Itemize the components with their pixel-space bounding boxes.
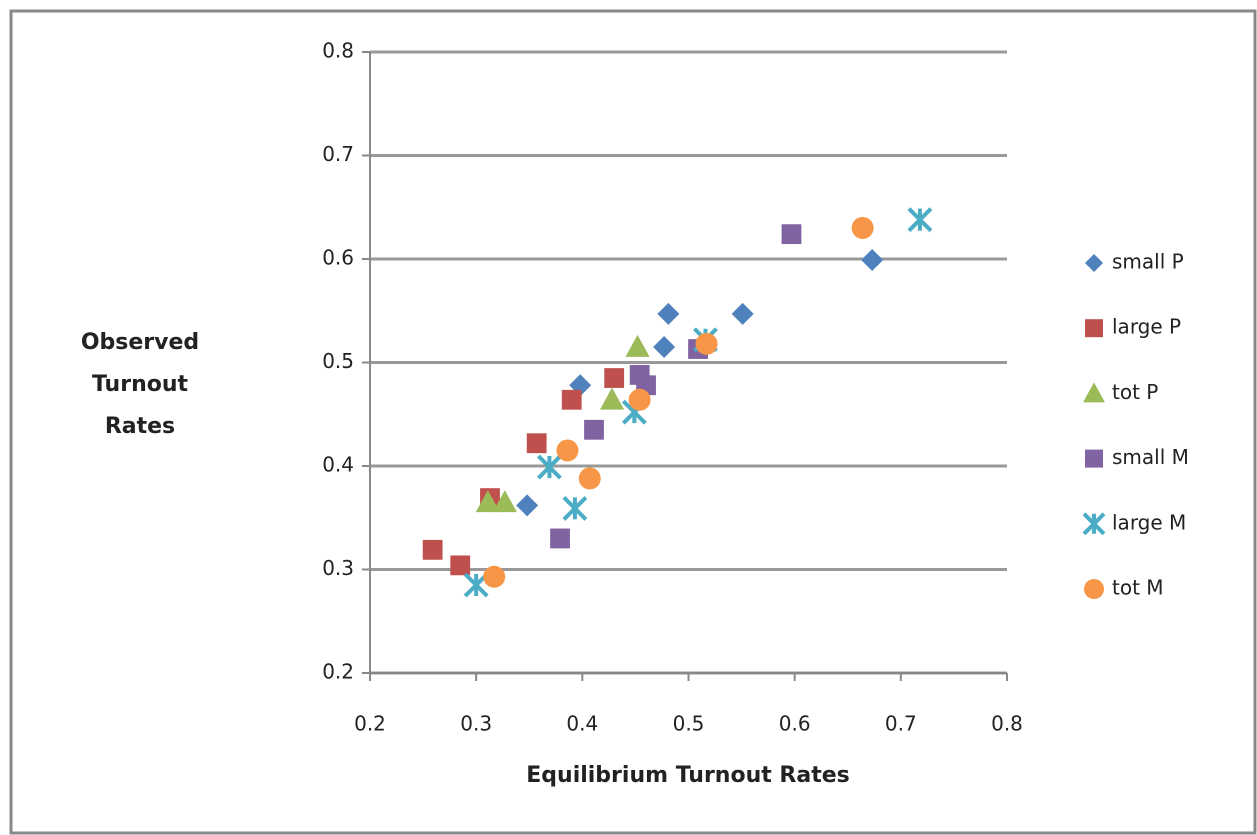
- point: [422, 539, 443, 560]
- point: [907, 207, 933, 233]
- legend-label: tot M: [1112, 576, 1164, 600]
- legend-label: small M: [1112, 445, 1189, 469]
- point: [562, 496, 588, 521]
- point: [492, 490, 517, 513]
- legend-marker: [1085, 449, 1103, 468]
- point: [861, 249, 884, 272]
- legend-label: large P: [1112, 315, 1181, 339]
- y-tick-label: 0.7: [322, 142, 354, 166]
- point: [851, 216, 874, 239]
- x-tick-label: 0.2: [354, 712, 386, 736]
- x-axis-label: Equilibrium Turnout Rates: [526, 763, 849, 788]
- point: [450, 555, 471, 576]
- point: [731, 302, 754, 325]
- point: [625, 334, 650, 357]
- point: [561, 389, 582, 410]
- x-tick-label: 0.7: [885, 712, 917, 736]
- point: [578, 467, 601, 490]
- y-tick-label: 0.2: [322, 660, 354, 684]
- point: [653, 335, 676, 358]
- point: [550, 528, 570, 549]
- y-tick-label: 0.8: [322, 39, 354, 63]
- legend-label: tot P: [1112, 380, 1158, 404]
- chart-frame: [9, 9, 1257, 835]
- point: [657, 302, 680, 325]
- legend-marker: [1085, 319, 1103, 338]
- point: [628, 388, 651, 411]
- y-axis-label: Observed Turnout Rates: [80, 330, 200, 439]
- point: [516, 494, 539, 517]
- legend-marker: [1084, 579, 1104, 599]
- point: [781, 224, 802, 245]
- x-tick-label: 0.3: [460, 712, 492, 736]
- legend-marker: [1082, 512, 1106, 536]
- y-tick-label: 0.6: [322, 246, 354, 270]
- x-tick-label: 0.8: [991, 712, 1023, 736]
- point: [584, 419, 604, 440]
- point: [604, 368, 625, 388]
- point: [475, 490, 500, 513]
- x-tick-label: 0.6: [779, 712, 811, 736]
- point: [695, 332, 718, 355]
- point: [537, 454, 562, 480]
- legend-marker: [1083, 382, 1105, 403]
- x-tick-label: 0.4: [566, 712, 598, 736]
- y-tick-label: 0.5: [322, 349, 354, 373]
- legend-label: small P: [1112, 250, 1184, 274]
- point: [483, 565, 506, 588]
- point: [526, 433, 547, 454]
- x-tick-label: 0.5: [673, 712, 705, 736]
- y-tick-label: 0.3: [322, 556, 354, 580]
- point: [556, 439, 579, 462]
- point: [629, 365, 650, 385]
- y-tick-label: 0.4: [322, 453, 354, 477]
- point: [599, 387, 625, 410]
- legend-marker: [1085, 254, 1103, 272]
- legend-label: large M: [1112, 510, 1186, 534]
